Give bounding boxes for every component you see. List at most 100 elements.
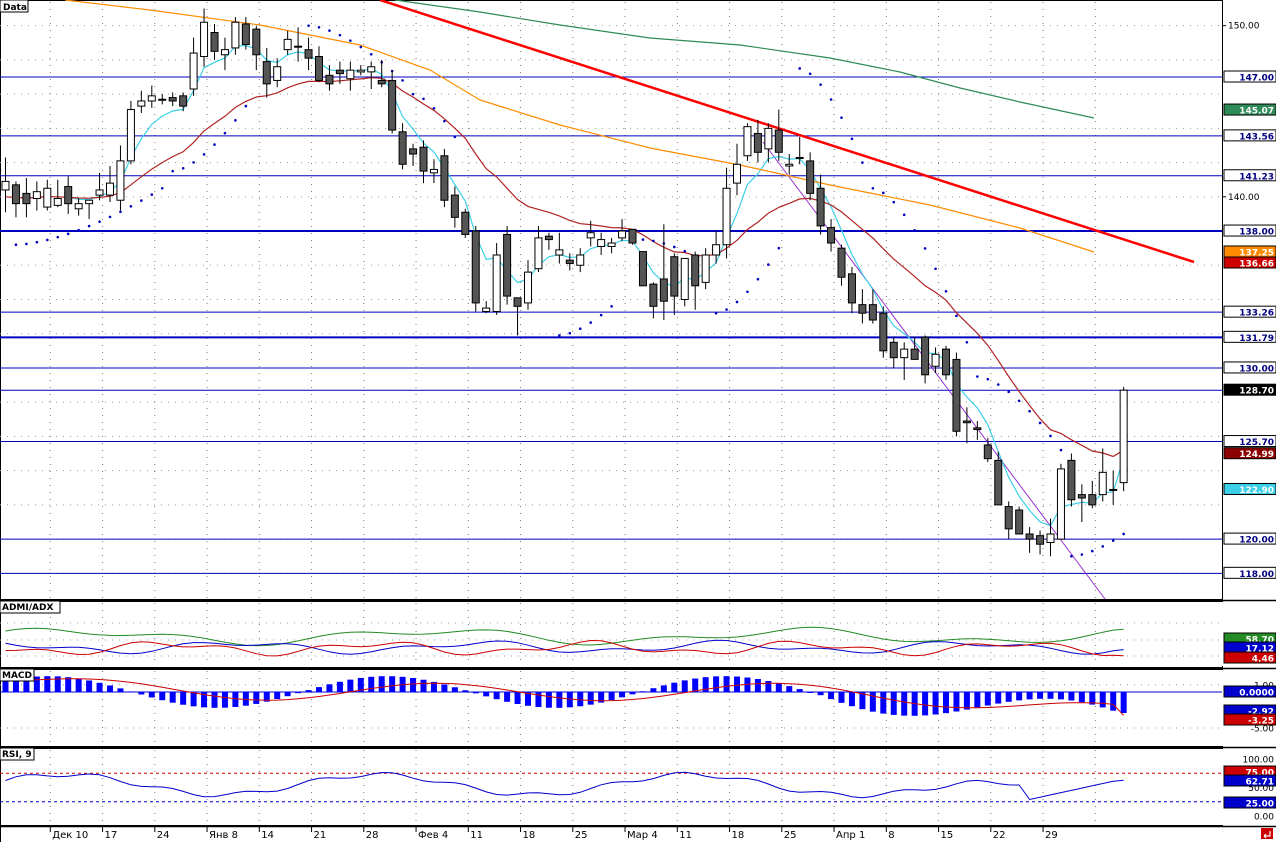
macd-bar <box>1120 692 1127 714</box>
candle <box>691 251 700 310</box>
candle <box>712 231 721 264</box>
price-tag-box <box>1223 796 1276 809</box>
candle <box>482 301 491 314</box>
corner-arrow-icon[interactable] <box>1261 828 1273 839</box>
price-panel-title-box: Data <box>0 0 29 13</box>
sar-dot <box>108 215 112 219</box>
sar-dot <box>1017 399 1021 403</box>
price-tag-box <box>1223 383 1276 396</box>
macd-bar <box>702 677 709 692</box>
price-tag-box <box>1223 103 1276 116</box>
candle <box>733 143 741 196</box>
price-tag-box <box>1223 330 1276 343</box>
price-tag-label: 62.71 <box>1246 778 1274 788</box>
candle <box>252 25 261 71</box>
candle <box>1015 506 1024 535</box>
date-label: 18 <box>523 830 536 841</box>
candle-body <box>847 273 856 304</box>
macd-bar <box>1099 692 1106 708</box>
candle <box>137 90 146 113</box>
candle <box>628 228 637 245</box>
candle-body <box>816 187 825 227</box>
candle-body <box>179 95 188 107</box>
candle-body <box>921 336 930 376</box>
sar-dot <box>558 334 561 337</box>
candle-body <box>126 109 135 162</box>
date-label: 28 <box>366 830 379 841</box>
macd-histogram <box>2 676 1127 716</box>
candle <box>1025 527 1034 553</box>
candle <box>576 248 585 273</box>
candle-body <box>994 459 1003 506</box>
candle <box>607 237 616 254</box>
macd-bar <box>336 681 343 692</box>
candle-body <box>429 168 438 174</box>
macd-bar <box>504 692 511 702</box>
macd-bar <box>525 692 531 706</box>
macd-bar <box>2 680 9 692</box>
candle-body <box>492 254 501 312</box>
candle <box>565 253 574 271</box>
candle-body <box>335 69 344 75</box>
macd-bar <box>713 676 720 692</box>
sar-dot <box>976 375 979 378</box>
candle-body <box>513 297 522 307</box>
candle <box>471 225 480 312</box>
sar-dot <box>996 383 1000 386</box>
macd-bar <box>232 692 239 707</box>
candle-body <box>607 242 616 247</box>
candle-body <box>189 52 198 90</box>
candle <box>492 243 501 315</box>
candle <box>440 148 449 208</box>
sar-dot <box>1028 409 1031 413</box>
candle-body <box>827 227 836 244</box>
macd-bar <box>535 692 542 708</box>
candle <box>900 342 909 380</box>
macd-bar <box>96 682 103 692</box>
candle-body <box>1109 488 1118 491</box>
macd-bar <box>190 692 197 707</box>
candle-body <box>325 74 334 85</box>
candle-body <box>983 444 992 460</box>
sar-dot <box>735 300 739 304</box>
sar-dot <box>578 327 582 331</box>
candle-body <box>962 420 971 424</box>
macd-bar <box>305 690 312 692</box>
macd-bar <box>378 676 385 692</box>
candle-body <box>1036 535 1045 545</box>
sar-dot <box>223 131 227 135</box>
sar-dot <box>819 83 822 86</box>
candle-body <box>1067 459 1076 501</box>
candle-body <box>461 211 470 235</box>
macd-bar <box>577 692 584 707</box>
sar-dot <box>181 166 185 170</box>
candle-body <box>1025 533 1034 540</box>
sar-dot <box>1122 532 1125 536</box>
candle <box>743 123 752 161</box>
price-tag-box <box>1223 685 1276 698</box>
date-label: Янв 8 <box>209 830 238 841</box>
price-tag-box <box>1223 70 1276 83</box>
price-tag-label: 147.00 <box>1239 74 1274 84</box>
candle-body <box>158 98 167 101</box>
price-panel[interactable]: 147.00 145.07 143.56 141.23 138.00 137.25136.… <box>0 0 1276 600</box>
sar-dot <box>1091 549 1094 553</box>
candle <box>262 47 271 98</box>
candle <box>827 219 836 252</box>
price-tag-label: 130.00 <box>1239 364 1274 374</box>
candle-body <box>785 163 794 167</box>
candle-body <box>879 312 888 352</box>
candle-body <box>1 180 10 191</box>
sar-dot <box>369 52 373 56</box>
date-label: 11 <box>470 830 483 841</box>
macd-panel[interactable]: 1.00-5.000.0000-2.92-3.25 <box>0 670 1276 746</box>
macd-bar <box>483 692 490 697</box>
candle <box>1088 480 1097 509</box>
candle <box>994 451 1003 506</box>
macd-bar <box>953 692 960 712</box>
macd-bar <box>1068 692 1075 701</box>
macd-bar <box>368 676 375 692</box>
